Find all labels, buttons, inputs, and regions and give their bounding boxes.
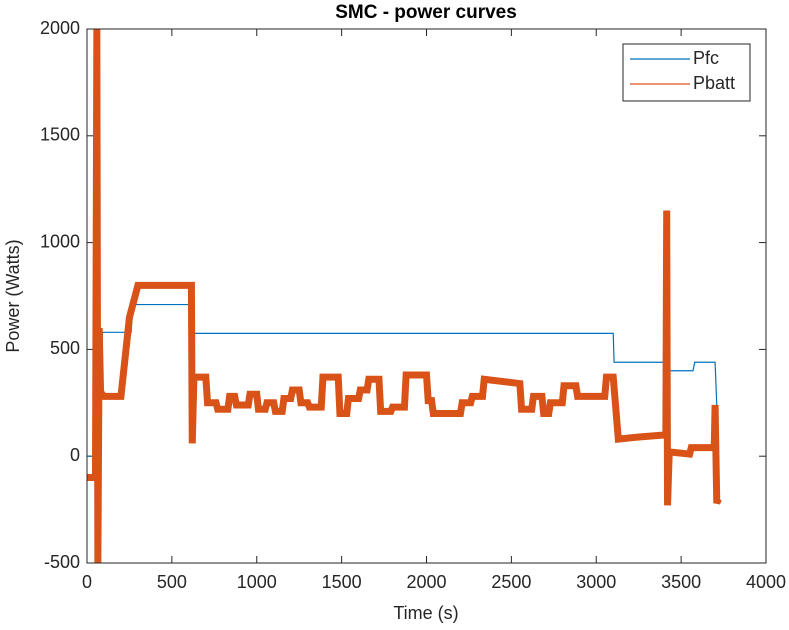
y-axis-label: Power (Watts) — [3, 239, 23, 352]
chart-title: SMC - power curves — [335, 2, 517, 23]
axes-box — [86, 28, 767, 564]
y-tick-label: -500 — [44, 552, 80, 572]
x-tick-label: 0 — [82, 572, 92, 592]
y-tick-label: 2000 — [40, 18, 80, 38]
series-line — [87, 29, 722, 563]
y-tick-label: 0 — [70, 445, 80, 465]
x-tick-label: 2500 — [491, 572, 531, 592]
x-tick-label: 500 — [157, 572, 187, 592]
plot-lines — [87, 29, 722, 563]
x-axis-label: Time (s) — [393, 603, 458, 623]
x-tick-label: 4000 — [746, 572, 786, 592]
x-tick-label: 3500 — [661, 572, 701, 592]
x-tick-label: 3000 — [576, 572, 616, 592]
legend-box — [622, 43, 751, 102]
y-tick-label: 500 — [50, 338, 80, 358]
x-tick-label: 1500 — [322, 572, 362, 592]
legend-label: Pbatt — [693, 73, 735, 93]
x-tick-label: 2000 — [406, 572, 446, 592]
plot-area — [87, 29, 766, 563]
y-tick-label: 1000 — [40, 231, 80, 251]
y-tick-label: 1500 — [40, 125, 80, 145]
legend-label: Pfc — [693, 48, 719, 68]
x-tick-label: 1000 — [237, 572, 277, 592]
